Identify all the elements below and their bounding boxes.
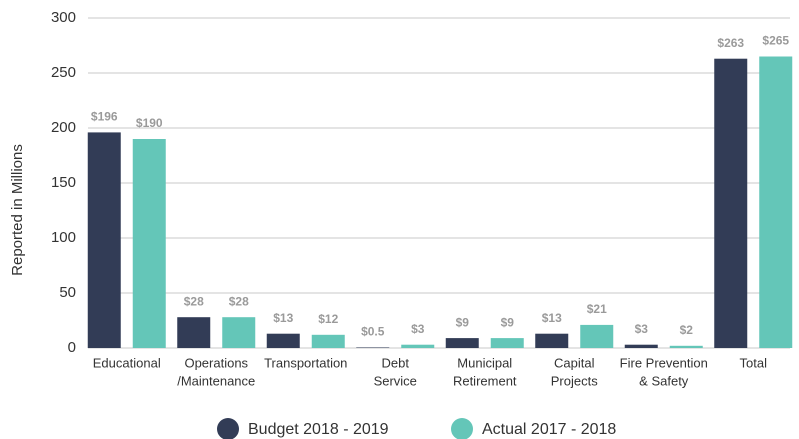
value-label: $9 — [456, 315, 470, 329]
bar — [445, 338, 479, 348]
x-tick-label: & Safety — [639, 373, 689, 388]
bar — [177, 317, 211, 348]
value-label: $13 — [542, 311, 562, 325]
x-tick-label: Service — [374, 373, 417, 388]
x-tick-label: Total — [740, 355, 768, 370]
y-tick-label: 200 — [51, 119, 76, 136]
bar — [356, 347, 390, 348]
value-label: $265 — [762, 34, 789, 48]
value-label: $28 — [184, 294, 204, 308]
legend-swatch — [217, 418, 239, 439]
value-label: $263 — [717, 36, 744, 50]
value-label: $28 — [229, 294, 249, 308]
y-tick-label: 150 — [51, 174, 76, 191]
x-tick-label: Retirement — [453, 373, 517, 388]
value-label: $3 — [411, 322, 425, 336]
value-label: $12 — [318, 312, 338, 326]
y-tick-label: 0 — [68, 339, 76, 356]
bar — [759, 56, 793, 348]
y-tick-label: 50 — [59, 284, 76, 301]
legend-swatch — [451, 418, 473, 439]
value-label: $196 — [91, 110, 118, 124]
bar — [311, 334, 345, 348]
bar — [714, 58, 748, 348]
bar — [624, 344, 658, 348]
bar — [266, 333, 300, 348]
legend-label: Budget 2018 - 2019 — [248, 421, 389, 438]
x-tick-label: Fire Prevention — [620, 355, 708, 370]
bar — [669, 345, 703, 348]
x-tick-label: Debt — [382, 355, 410, 370]
x-tick-label: /Maintenance — [177, 373, 255, 388]
y-tick-label: 250 — [51, 64, 76, 81]
x-tick-label: Projects — [551, 373, 598, 388]
x-tick-label: Transportation — [264, 355, 347, 370]
bar — [490, 338, 524, 348]
value-label: $2 — [680, 323, 694, 337]
x-tick-label: Municipal — [457, 355, 512, 370]
bar — [535, 333, 569, 348]
value-label: $3 — [635, 322, 649, 336]
legend-label: Actual 2017 - 2018 — [482, 421, 616, 438]
bar — [401, 344, 435, 348]
value-label: $13 — [273, 311, 293, 325]
value-label: $190 — [136, 116, 163, 130]
x-tick-label: Educational — [93, 355, 161, 370]
value-label: $0.5 — [361, 325, 385, 339]
x-tick-label: Capital — [554, 355, 595, 370]
x-tick-label: Operations — [184, 355, 248, 370]
y-tick-label: 300 — [51, 9, 76, 26]
bar — [222, 317, 256, 348]
bar — [132, 139, 166, 348]
value-label: $21 — [587, 302, 607, 316]
value-label: $9 — [501, 315, 515, 329]
bar — [87, 132, 121, 348]
y-axis-label: Reported in Millions — [9, 144, 26, 276]
bar — [580, 324, 614, 348]
y-tick-label: 100 — [51, 229, 76, 246]
